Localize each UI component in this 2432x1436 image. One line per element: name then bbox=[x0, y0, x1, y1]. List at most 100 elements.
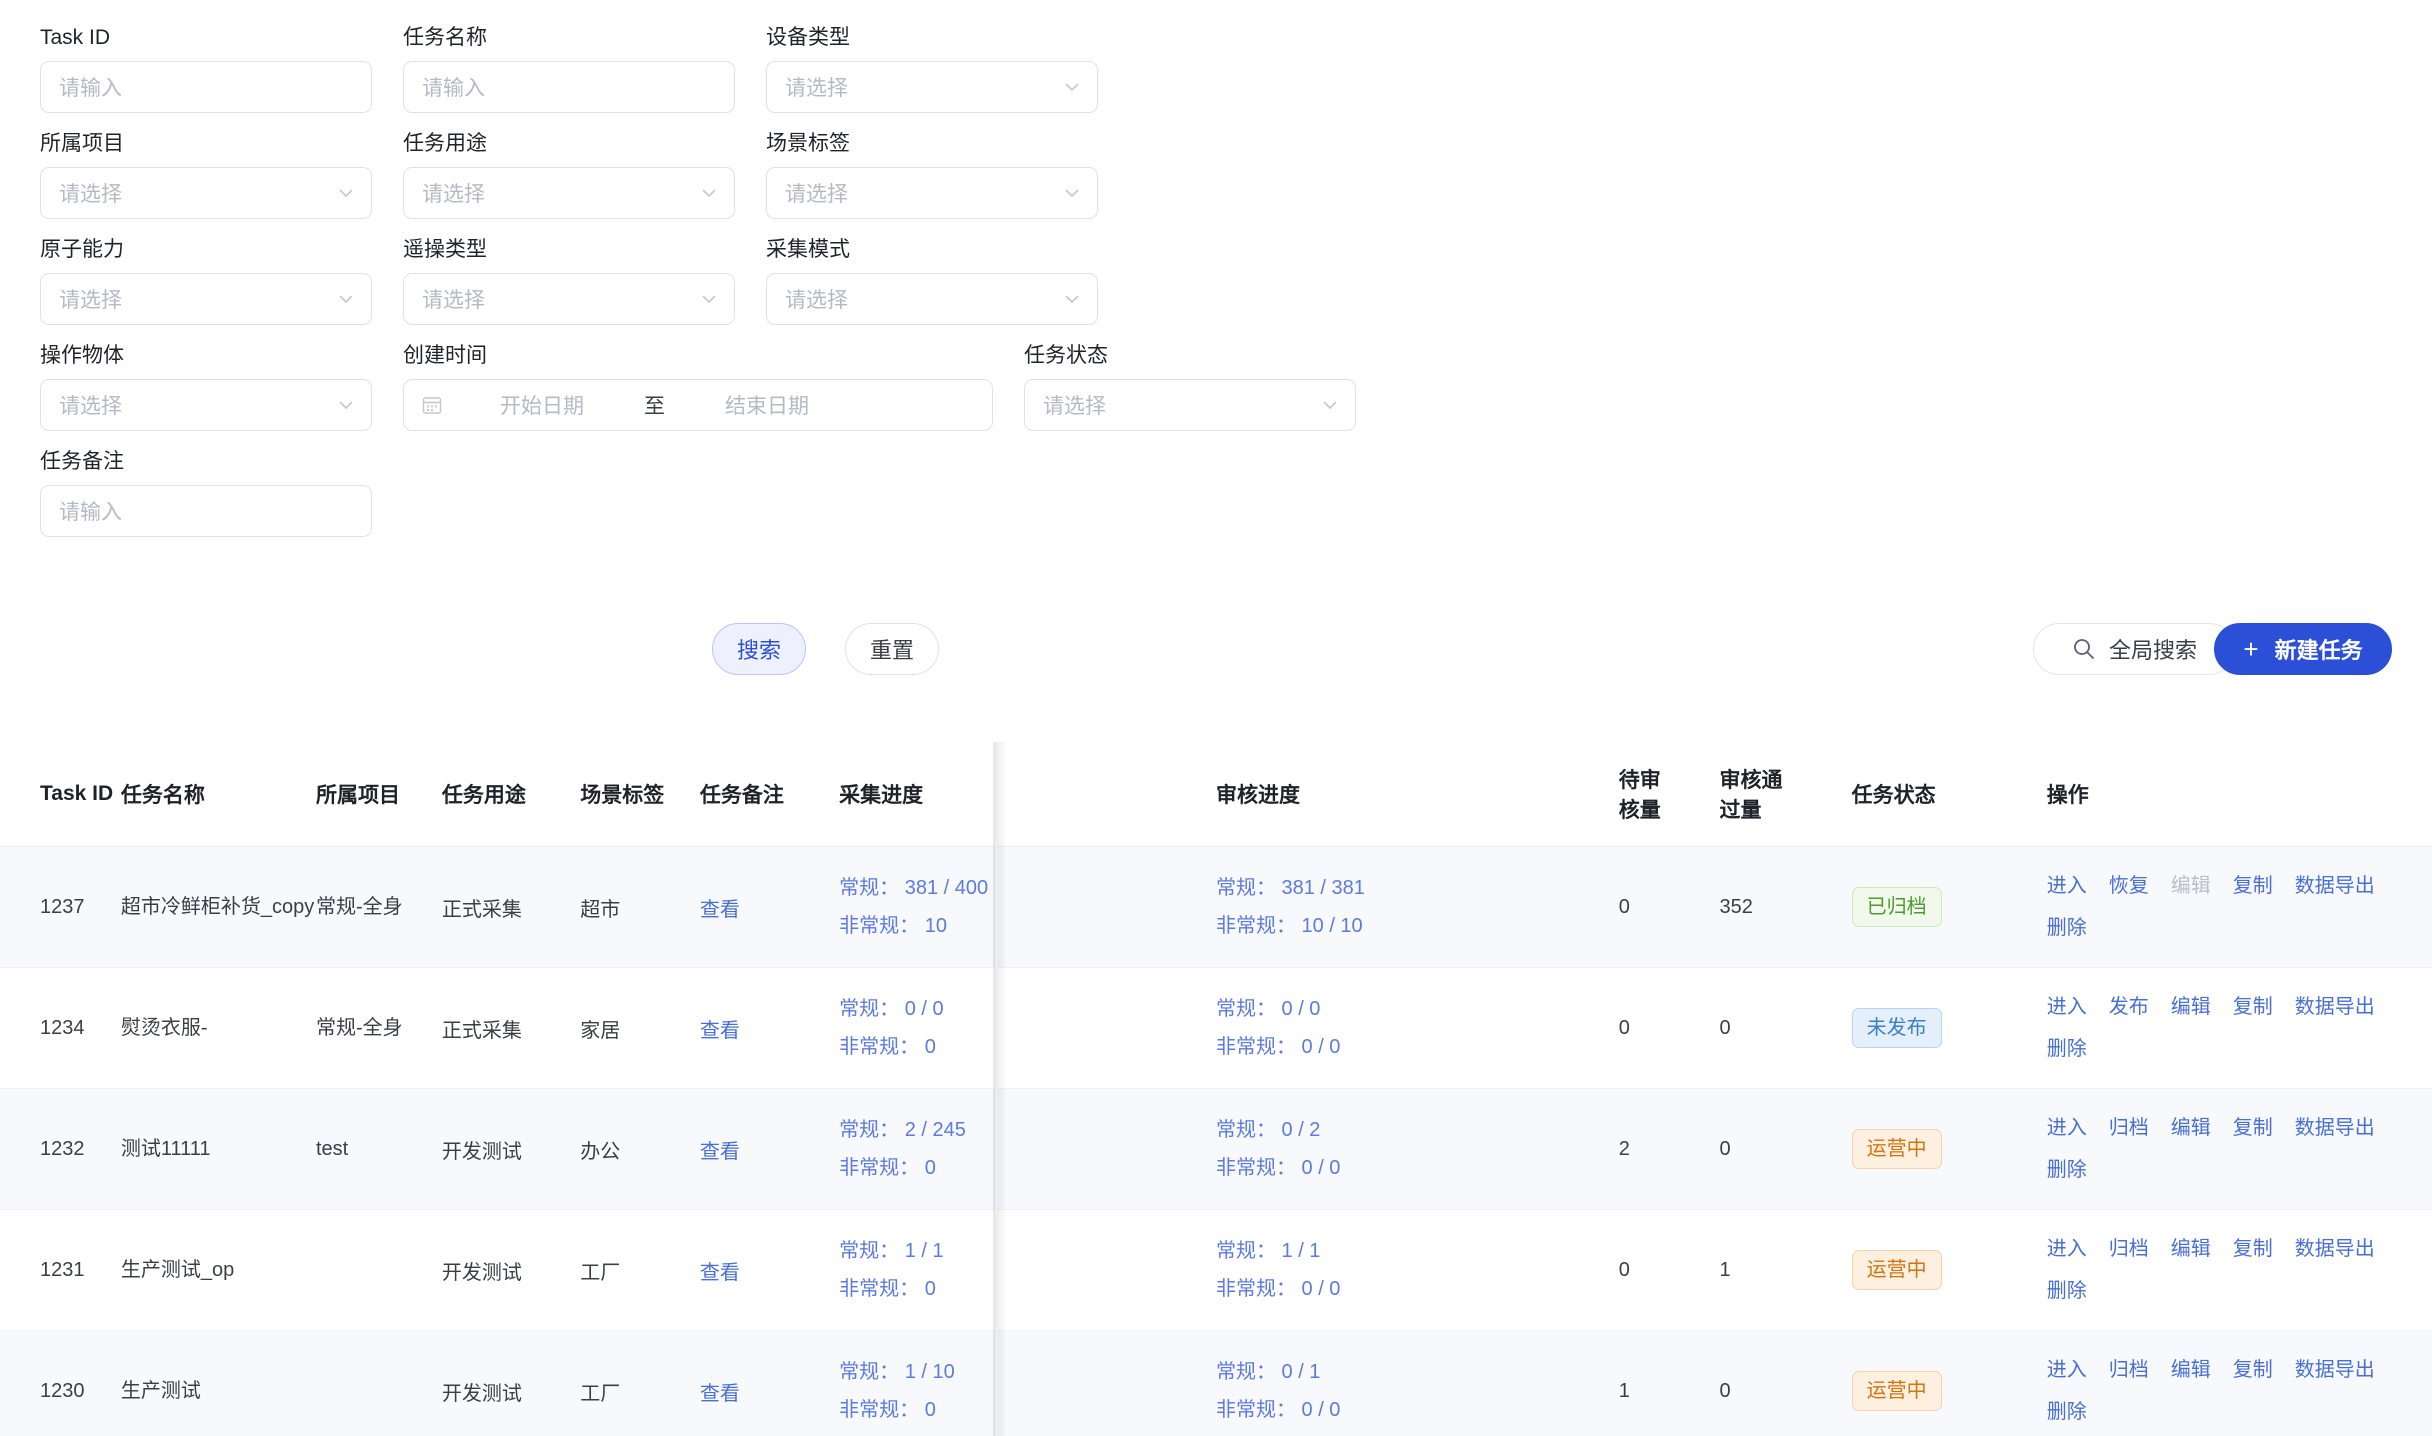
task-id-input[interactable]: input 请输入 bbox=[40, 61, 372, 113]
chevron-down-icon bbox=[1321, 396, 1339, 414]
cell-remark: 查看 bbox=[699, 1088, 814, 1210]
row-action-归档[interactable]: 归档 bbox=[2108, 1238, 2149, 1260]
project-select[interactable]: 请选择 bbox=[40, 167, 372, 219]
cell-operations: 进入 归档 编辑 复制 数据导出删除 bbox=[2046, 1209, 2432, 1331]
filter-label-task-id: Task ID bbox=[40, 26, 111, 49]
col-header-usage[interactable]: 任务用途 bbox=[441, 742, 581, 847]
cell-pending-count: 2 bbox=[1618, 1088, 1720, 1210]
row-action-删除[interactable]: 删除 bbox=[2046, 1159, 2087, 1181]
row-action-归档[interactable]: 归档 bbox=[2108, 1359, 2149, 1381]
row-action-复制[interactable]: 复制 bbox=[2232, 1238, 2273, 1260]
cell-pending-count: 0 bbox=[1618, 846, 1720, 968]
row-action-数据导出[interactable]: 数据导出 bbox=[2294, 1359, 2375, 1381]
col-header-task-id[interactable]: Task ID bbox=[0, 742, 121, 847]
created-time-range-picker[interactable]: 开始日期 至 结束日期 bbox=[403, 379, 993, 431]
new-task-button[interactable]: + 新建任务 bbox=[2214, 623, 2392, 675]
row-action-删除[interactable]: 删除 bbox=[2046, 1038, 2087, 1060]
row-action-编辑[interactable]: 编辑 bbox=[2170, 1359, 2211, 1381]
row-action-数据导出[interactable]: 数据导出 bbox=[2294, 1117, 2375, 1139]
view-remark-link[interactable]: 查看 bbox=[699, 898, 740, 921]
col-header-passed-review[interactable]: 审核通 过量 bbox=[1719, 742, 1852, 847]
row-action-数据导出[interactable]: 数据导出 bbox=[2294, 1238, 2375, 1260]
collect-mode-select[interactable]: 请选择 bbox=[766, 273, 1098, 325]
row-action-复制[interactable]: 复制 bbox=[2232, 996, 2273, 1018]
row-action-删除[interactable]: 删除 bbox=[2046, 917, 2087, 939]
row-action-恢复[interactable]: 恢复 bbox=[2108, 875, 2149, 897]
row-action-删除[interactable]: 删除 bbox=[2046, 1401, 2087, 1423]
device-type-select[interactable]: 请选择 bbox=[766, 61, 1098, 113]
col-header-status[interactable]: 任务状态 bbox=[1851, 742, 2047, 847]
table-row[interactable]: 1231 生产测试_op 开发测试 工厂 查看 常规： 1 / 1 非常规： 0 常规： 1 … bbox=[0, 1209, 2432, 1331]
row-action-数据导出[interactable]: 数据导出 bbox=[2294, 996, 2375, 1018]
col-header-operations[interactable]: 操作 bbox=[2046, 742, 2432, 847]
status-badge: 未发布 bbox=[1851, 1008, 1942, 1048]
filter-label-operate-object: 操作物体 bbox=[40, 344, 124, 367]
view-remark-link[interactable]: 查看 bbox=[699, 1382, 740, 1405]
col-header-remark[interactable]: 任务备注 bbox=[699, 742, 814, 847]
cell-pending-count: 0 bbox=[1618, 967, 1720, 1089]
atomic-ability-select[interactable]: 请选择 bbox=[40, 273, 372, 325]
task-status-placeholder-text: 请选择 bbox=[1043, 395, 1106, 418]
filter-field-task-usage: 任务用途 请选择 bbox=[403, 130, 735, 219]
row-action-复制[interactable]: 复制 bbox=[2232, 875, 2273, 897]
filter-field-task-id: Task ID input 请输入 bbox=[40, 24, 372, 113]
view-remark-link[interactable]: 查看 bbox=[699, 1261, 740, 1284]
view-remark-link[interactable]: 查看 bbox=[699, 1019, 740, 1042]
cell-operations: 进入 归档 编辑 复制 数据导出删除 bbox=[2046, 1330, 2432, 1436]
row-action-进入[interactable]: 进入 bbox=[2046, 875, 2087, 897]
row-action-进入[interactable]: 进入 bbox=[2046, 996, 2087, 1018]
row-action-进入[interactable]: 进入 bbox=[2046, 1359, 2087, 1381]
table-row[interactable]: 1237 超市冷鲜柜补货_copy 常规-全身 正式采集 超市 查看 常规： 381 / 4… bbox=[0, 846, 2432, 968]
row-action-进入[interactable]: 进入 bbox=[2046, 1117, 2087, 1139]
row-action-归档[interactable]: 归档 bbox=[2108, 1117, 2149, 1139]
start-date-input[interactable]: 开始日期 bbox=[500, 395, 584, 418]
row-action-删除[interactable]: 删除 bbox=[2046, 1280, 2087, 1302]
row-actions: 进入 归档 编辑 复制 数据导出删除 bbox=[2047, 1228, 2432, 1312]
table-row[interactable]: 1230 生产测试 开发测试 工厂 查看 常规： 1 / 10 非常规： 0 常规： 0 / … bbox=[0, 1330, 2432, 1436]
cell-task-id: 1234 bbox=[0, 967, 121, 1089]
view-remark-link[interactable]: 查看 bbox=[699, 1140, 740, 1163]
cell-task-id: 1232 bbox=[0, 1088, 121, 1210]
cell-status: 运营中 bbox=[1851, 1209, 2047, 1331]
cell-scene: 工厂 bbox=[580, 1209, 700, 1331]
task-remark-input[interactable]: 请输入 bbox=[40, 485, 372, 537]
row-action-数据导出[interactable]: 数据导出 bbox=[2294, 875, 2375, 897]
col-header-pending-review[interactable]: 待审 核量 bbox=[1618, 742, 1720, 847]
reset-button[interactable]: 重置 bbox=[845, 623, 939, 675]
filter-field-scene-tag: 场景标签 请选择 bbox=[766, 130, 1098, 219]
table-row[interactable]: 1234 熨烫衣服- 常规-全身 正式采集 家居 查看 常规： 0 / 0 非常规： 0 常规：… bbox=[0, 967, 2432, 1089]
cell-collect-progress: 常规： 1 / 10 非常规： 0 bbox=[813, 1330, 1216, 1436]
row-action-复制[interactable]: 复制 bbox=[2232, 1359, 2273, 1381]
date-range-separator: 至 bbox=[644, 395, 665, 418]
task-status-select[interactable]: 请选择 bbox=[1024, 379, 1356, 431]
atomic-ability-placeholder-text: 请选择 bbox=[59, 289, 122, 312]
col-header-scene[interactable]: 场景标签 bbox=[580, 742, 700, 847]
search-button[interactable]: 搜索 bbox=[712, 623, 806, 675]
task-table-container[interactable]: Task ID 任务名称 所属项目 任务用途 场景标签 任务备注 采集进度 审核… bbox=[0, 742, 2432, 1436]
filter-field-project: 所属项目 请选择 bbox=[40, 130, 372, 219]
filter-label-atomic-ability: 原子能力 bbox=[40, 238, 124, 261]
table-body: 1237 超市冷鲜柜补货_copy 常规-全身 正式采集 超市 查看 常规： 381 / 4… bbox=[0, 846, 2432, 1436]
col-header-task-name[interactable]: 任务名称 bbox=[120, 742, 316, 847]
row-actions: 进入 发布 编辑 复制 数据导出删除 bbox=[2047, 986, 2432, 1070]
row-action-编辑[interactable]: 编辑 bbox=[2170, 996, 2211, 1018]
row-action-进入[interactable]: 进入 bbox=[2046, 1238, 2087, 1260]
task-name-input[interactable]: 请输入 bbox=[403, 61, 735, 113]
row-action-编辑[interactable]: 编辑 bbox=[2170, 1117, 2211, 1139]
global-search-button[interactable]: 全局搜索 bbox=[2033, 623, 2235, 675]
filter-field-operate-object: 操作物体 请选择 bbox=[40, 342, 372, 431]
row-action-编辑[interactable]: 编辑 bbox=[2170, 1238, 2211, 1260]
row-action-发布[interactable]: 发布 bbox=[2108, 996, 2149, 1018]
task-usage-select[interactable]: 请选择 bbox=[403, 167, 735, 219]
table-row[interactable]: 1232 测试11111 test 开发测试 办公 查看 常规： 2 / 245 非常规： 0… bbox=[0, 1088, 2432, 1210]
row-action-复制[interactable]: 复制 bbox=[2232, 1117, 2273, 1139]
col-header-project[interactable]: 所属项目 bbox=[315, 742, 442, 847]
teleop-type-select[interactable]: 请选择 bbox=[403, 273, 735, 325]
scene-tag-select[interactable]: 请选择 bbox=[766, 167, 1098, 219]
operate-object-select[interactable]: 请选择 bbox=[40, 379, 372, 431]
cell-usage: 开发测试 bbox=[441, 1209, 581, 1331]
col-header-audit-progress[interactable]: 审核进度 bbox=[1215, 742, 1619, 847]
end-date-input[interactable]: 结束日期 bbox=[725, 395, 809, 418]
row-actions: 进入 归档 编辑 复制 数据导出删除 bbox=[2047, 1107, 2432, 1191]
col-header-collect-progress[interactable]: 采集进度 bbox=[813, 742, 1216, 847]
